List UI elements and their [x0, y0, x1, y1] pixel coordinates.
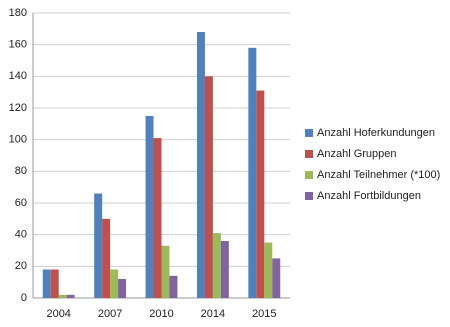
- bar: [220, 241, 229, 298]
- x-tick-label: 2004: [46, 308, 70, 320]
- bar: [102, 218, 111, 298]
- y-tick-label: 0: [21, 292, 27, 304]
- y-tick-label: 160: [9, 39, 27, 51]
- x-tick-label: 2015: [252, 308, 276, 320]
- bar: [145, 115, 154, 299]
- y-tick-label: 100: [9, 134, 27, 146]
- bar: [153, 138, 162, 298]
- y-tick-label: 140: [9, 70, 27, 82]
- y-tick-label: 180: [9, 7, 27, 19]
- legend-swatch: [305, 129, 313, 137]
- bar: [272, 258, 281, 298]
- bar: [66, 294, 75, 298]
- bar: [204, 76, 213, 298]
- bar: [58, 294, 67, 298]
- bar: [161, 245, 170, 298]
- y-tick-label: 80: [15, 165, 27, 177]
- bar: [256, 90, 265, 298]
- y-tick-label: 60: [15, 197, 27, 209]
- bar: [196, 32, 205, 298]
- legend-label: Anzahl Hoferkundungen: [317, 127, 435, 139]
- legend-swatch: [305, 171, 313, 179]
- legend-swatch: [305, 150, 313, 158]
- bar: [169, 275, 178, 298]
- legend-swatch: [305, 192, 313, 200]
- y-tick-label: 120: [9, 102, 27, 114]
- y-tick-label: 40: [15, 229, 27, 241]
- y-tick-label: 20: [15, 260, 27, 272]
- x-tick-label: 2010: [149, 308, 173, 320]
- x-tick-label: 2007: [98, 308, 122, 320]
- legend-label: Anzahl Teilnehmer (*100): [317, 169, 440, 181]
- bar: [264, 242, 273, 298]
- bar: [42, 269, 51, 298]
- legend-label: Anzahl Gruppen: [317, 148, 397, 160]
- x-tick-label: 2014: [201, 308, 225, 320]
- bar: [50, 269, 59, 298]
- bar: [248, 47, 257, 299]
- bar: [118, 279, 127, 298]
- bar: [110, 269, 119, 298]
- bar: [94, 193, 103, 298]
- legend-label: Anzahl Fortbildungen: [317, 190, 421, 202]
- bar: [212, 233, 221, 298]
